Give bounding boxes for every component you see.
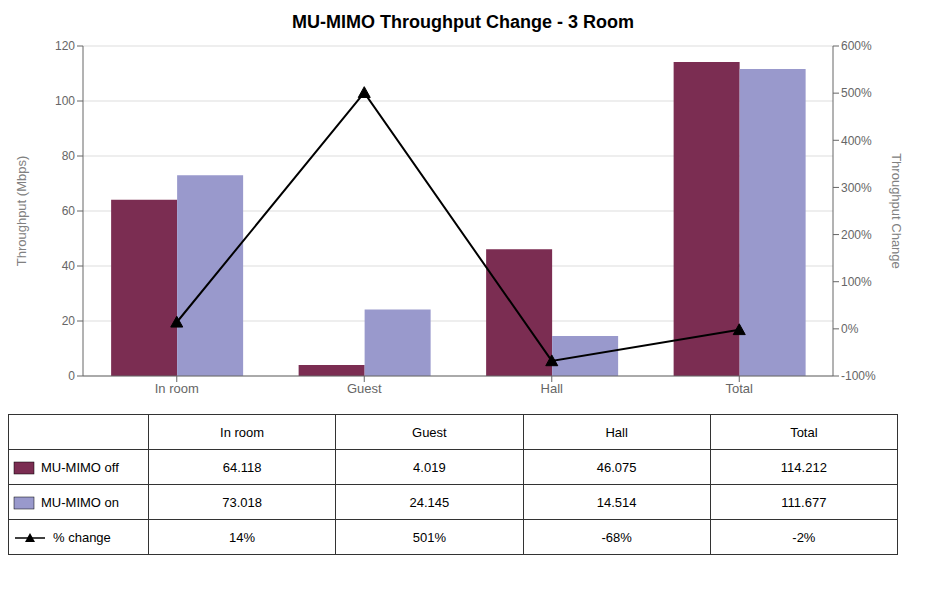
svg-text:300%: 300% [841, 181, 872, 195]
html-text:% change: % change [53, 530, 111, 545]
svg-text:600%: 600% [841, 39, 872, 53]
svg-text:200%: 200% [841, 228, 872, 242]
svg-text:20: 20 [62, 314, 76, 328]
svg-text:500%: 500% [841, 86, 872, 100]
html-text:114.212: 114.212 [780, 459, 827, 475]
svg-text:Hall: Hall [541, 381, 564, 396]
html-text:Guest: Guest [412, 424, 447, 440]
svg-text:100%: 100% [841, 275, 872, 289]
svg-text:0: 0 [68, 369, 75, 383]
html-text:Total: Total [790, 424, 818, 440]
html-text:46.075: 46.075 [596, 459, 637, 475]
html-text:111.677: 111.677 [781, 494, 827, 510]
html-text:-68%: -68% [601, 529, 632, 545]
svg-text:Guest: Guest [347, 381, 382, 396]
html-text:MU-MIMO Throughput Change - 3: MU-MIMO Throughput Change - 3 Room [292, 12, 634, 32]
html-text:MU-MIMO off: MU-MIMO off [41, 460, 119, 475]
html-text:73.018: 73.018 [222, 494, 262, 510]
html-text:24.145: 24.145 [409, 494, 450, 510]
html-text:Hall: Hall [605, 424, 628, 440]
html-text:In room: In room [220, 424, 265, 440]
html-text:MU-MIMO on: MU-MIMO on [41, 495, 119, 510]
svg-text:100: 100 [55, 94, 75, 108]
svg-text:400%: 400% [841, 134, 872, 148]
html-text:4.019: 4.019 [413, 459, 446, 475]
svg-text:0%: 0% [841, 322, 859, 336]
svg-text:In room: In room [155, 381, 199, 396]
html-text:-2%: -2% [792, 529, 816, 545]
svg-text:120: 120 [55, 39, 75, 53]
html-text:64.118: 64.118 [222, 459, 262, 475]
svg-text:Throughput (Mbps): Throughput (Mbps) [14, 156, 29, 267]
html-text:14.514: 14.514 [596, 494, 637, 510]
svg-text:80: 80 [62, 149, 76, 163]
svg-text:Total: Total [726, 381, 754, 396]
html-text:14%: 14% [229, 529, 256, 545]
svg-text:40: 40 [62, 259, 76, 273]
svg-text:-100%: -100% [841, 369, 876, 383]
html-text:501%: 501% [412, 529, 446, 545]
svg-text:Throughput Change: Throughput Change [889, 153, 904, 269]
svg-text:60: 60 [62, 204, 76, 218]
